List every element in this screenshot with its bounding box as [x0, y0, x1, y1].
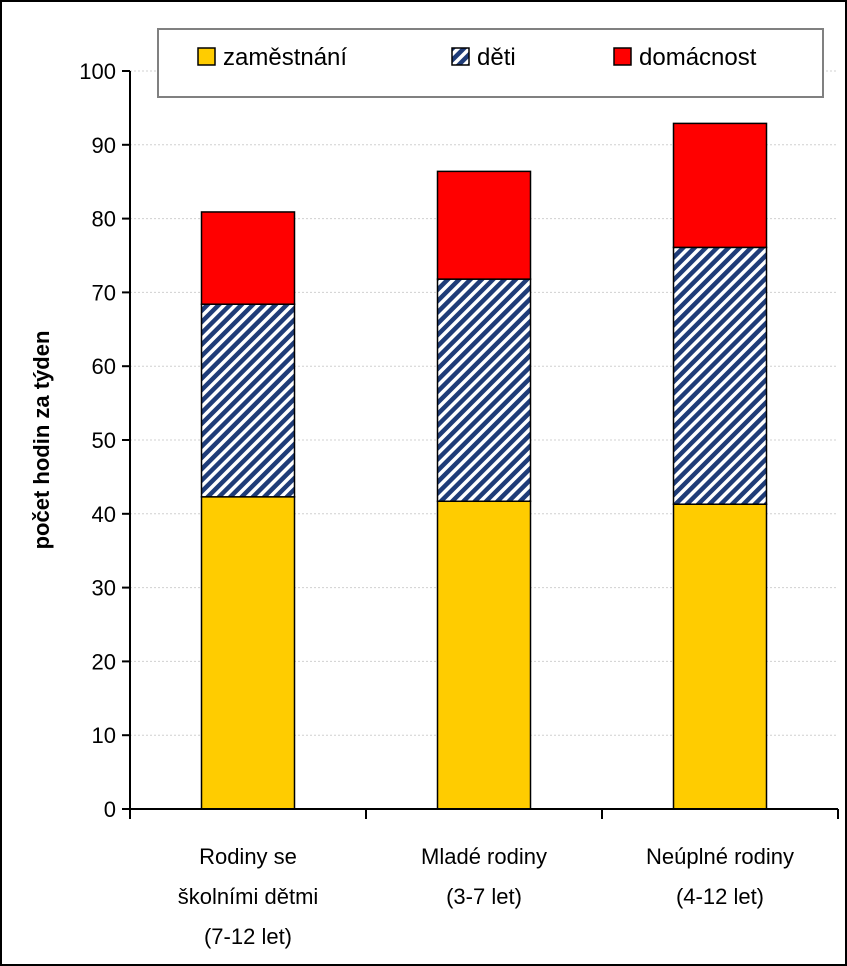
bar-segment — [436, 500, 532, 810]
bar-segment — [672, 246, 768, 505]
y-tick-label: 30 — [92, 576, 116, 601]
bar-segment — [672, 503, 768, 810]
x-category-label: Mladé rodiny — [421, 844, 547, 869]
y-tick-label: 60 — [92, 354, 116, 379]
x-category-label: (4-12 let) — [676, 884, 764, 909]
legend-label: domácnost — [639, 44, 757, 71]
legend-swatch — [451, 47, 470, 66]
y-tick-label: 90 — [92, 133, 116, 158]
bar-segment — [200, 303, 296, 498]
axes: 0 10 20 30 40 50 60 70 80 90 100 Rodiny se školními … — [29, 59, 839, 949]
y-tick-label: 50 — [92, 428, 116, 453]
legend-box — [157, 28, 824, 98]
y-tick-label: 40 — [92, 502, 116, 527]
x-category-label: (3-7 let) — [446, 884, 522, 909]
y-axis-title: počet hodin za týden — [29, 331, 54, 550]
legend-swatch — [613, 47, 632, 66]
y-tick-label: 20 — [92, 649, 116, 674]
legend-label: děti — [477, 44, 516, 71]
y-tick-label: 0 — [104, 797, 116, 822]
bars — [200, 122, 768, 810]
legend: zaměstnání děti domácnost — [157, 28, 824, 98]
legend-label: zaměstnání — [223, 44, 347, 71]
legend-swatch — [197, 47, 216, 66]
x-category-label: školními dětmi — [178, 884, 319, 909]
y-tick-label: 70 — [92, 280, 116, 305]
y-tick-label: 80 — [92, 207, 116, 232]
y-tick-label: 10 — [92, 723, 116, 748]
bar-segment — [672, 122, 768, 249]
x-category-label: Neúplné rodiny — [646, 844, 794, 869]
bar-segment — [200, 496, 296, 810]
bar-segment — [436, 170, 532, 280]
bar-segment — [436, 278, 532, 503]
bar-segment — [200, 211, 296, 305]
x-category-label: (7-12 let) — [204, 924, 292, 949]
y-tick-label: 100 — [79, 59, 116, 84]
x-category-label: Rodiny se — [199, 844, 297, 869]
